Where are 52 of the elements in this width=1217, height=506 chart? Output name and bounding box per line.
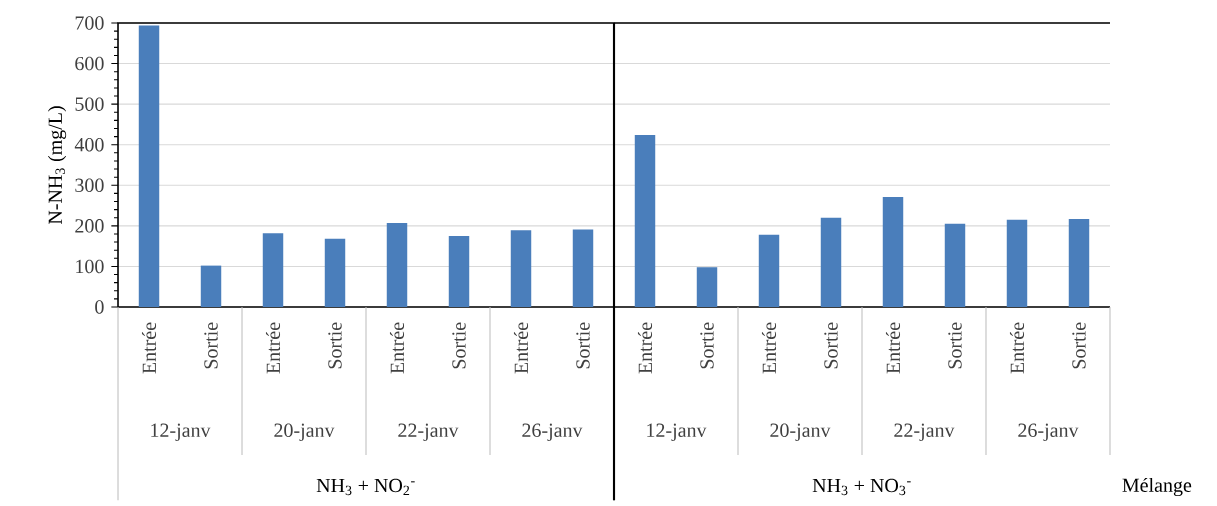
bar	[200, 265, 222, 307]
text: 20-janv	[770, 423, 831, 442]
bar	[324, 238, 346, 307]
x-tick-label: Entrée	[885, 322, 901, 374]
bar	[696, 267, 718, 307]
x-tick-label: Sortie	[700, 322, 714, 369]
x-tick-label: Sortie	[328, 322, 342, 369]
bar	[1068, 218, 1090, 307]
bar	[572, 229, 594, 307]
bar	[262, 233, 284, 307]
y-tick-label: 600	[75, 56, 104, 71]
x-tick-label: Entrée	[389, 322, 405, 374]
x-tick-label: Entrée	[141, 322, 157, 374]
text: NH$_{3}$ + NO$_{2}$-	[316, 478, 415, 496]
x-tick-label: Entrée	[761, 322, 777, 374]
text: 26-janv	[522, 423, 583, 442]
bar	[758, 234, 780, 307]
x-tick-label: Sortie	[204, 322, 218, 369]
x-tick-label: Entrée	[513, 322, 529, 374]
text: 22-janv	[894, 423, 955, 442]
x-tick-label: Entrée	[1009, 322, 1025, 374]
x-tick-label: Sortie	[1072, 322, 1086, 369]
y-tick-label: 0	[95, 300, 104, 314]
bar	[386, 223, 408, 307]
text: 20-janv	[274, 423, 335, 442]
text: 12-janv	[647, 423, 707, 442]
x-tick-label: Sortie	[824, 322, 838, 369]
y-tick-label: 400	[74, 137, 104, 152]
bar	[882, 197, 904, 307]
bar	[944, 223, 966, 307]
text: 12-janv	[151, 423, 211, 442]
text: NH$_{3}$ + NO$_{3}$-	[812, 478, 911, 496]
y-tick-label: 200	[75, 219, 104, 233]
x-tick-label: Sortie	[452, 322, 466, 369]
y-axis-title: N-NH$_{3}$ (mg/L)	[47, 106, 67, 225]
y-tick-label: 500	[75, 97, 104, 111]
y-tick-label: 700	[75, 16, 104, 30]
bar	[448, 236, 470, 307]
bar	[510, 230, 532, 307]
bar	[138, 25, 160, 307]
y-tick-label: 300	[75, 178, 104, 193]
text: 22-janv	[398, 423, 459, 442]
bar	[820, 217, 842, 307]
text: Mélange	[1122, 477, 1192, 497]
x-tick-label: Entrée	[265, 322, 281, 374]
x-tick-label: Sortie	[576, 322, 590, 369]
x-tick-label: Sortie	[948, 322, 962, 369]
bar	[634, 134, 656, 307]
y-tick-label: 100	[76, 259, 104, 274]
bar	[1006, 219, 1028, 307]
x-tick-label: Entrée	[637, 322, 653, 374]
text: 26-janv	[1018, 423, 1079, 442]
